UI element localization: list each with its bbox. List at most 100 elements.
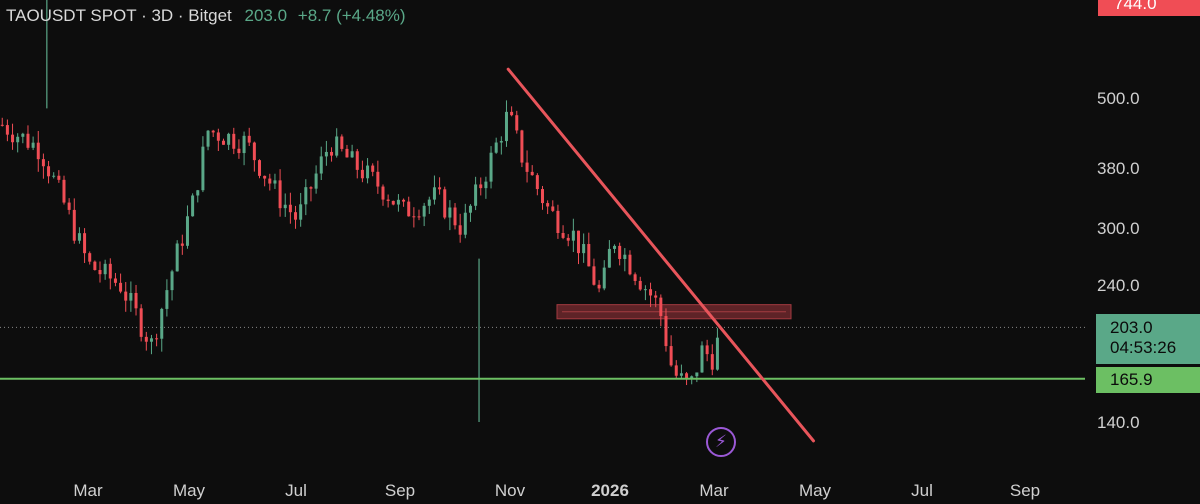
candle-body (530, 171, 534, 176)
candle-body (396, 199, 400, 205)
candle-body (237, 148, 241, 154)
x-tick-label: May (799, 481, 832, 500)
candle-body (453, 207, 457, 226)
candle-body (247, 135, 251, 143)
candle-body (577, 230, 581, 254)
descending-trendline (506, 67, 815, 443)
candle-body (11, 134, 15, 143)
candle-body (556, 210, 560, 233)
candle-body (561, 232, 565, 238)
candle-body (119, 282, 123, 292)
candle-body (669, 346, 673, 366)
candle-body (41, 159, 45, 167)
candle-body (479, 184, 483, 189)
candle-body (52, 175, 56, 177)
candle-body (685, 373, 689, 380)
candle-body (360, 169, 364, 179)
candle-body (294, 212, 298, 220)
candle-body (103, 263, 107, 275)
candle-body (31, 142, 35, 148)
candle-body (124, 291, 128, 301)
candle-body (551, 206, 555, 211)
last-price: 203.0 (244, 6, 288, 25)
candle-body (664, 316, 668, 347)
symbol-header: TAOUSDT SPOT · 3D · Bitget 203.0 +8.7 (+… (6, 6, 406, 26)
x-tick-label: May (173, 481, 206, 500)
candle-body (16, 136, 20, 143)
candle-body (216, 132, 220, 141)
candle-body (288, 204, 292, 213)
candle-body (83, 233, 87, 254)
x-tick-label: Sep (1010, 481, 1040, 500)
candle-body (715, 337, 719, 370)
candle-body (633, 274, 637, 281)
candle-body (592, 266, 596, 285)
candle-body (535, 175, 539, 190)
candle-body (108, 263, 112, 279)
y-tick-label: 500.0 (1097, 89, 1140, 108)
candle-body (366, 165, 370, 179)
x-tick-label: Jul (285, 481, 307, 500)
symbol-label: TAOUSDT SPOT · 3D · Bitget (6, 6, 232, 25)
current-price-badge: 203.0 04:53:26 (1096, 314, 1200, 364)
candle-body (211, 130, 215, 133)
candle-body (494, 142, 498, 153)
candle-body (299, 204, 303, 220)
candle-body (21, 133, 25, 137)
candle-body (690, 376, 694, 380)
candle-body (98, 269, 102, 275)
candle-body (252, 142, 256, 161)
current-price-value: 203.0 (1110, 318, 1153, 337)
x-tick-label: Nov (495, 481, 526, 500)
candle-body (324, 151, 328, 157)
candle-body (355, 151, 359, 170)
candle-body (160, 308, 164, 339)
candle-body (504, 111, 508, 142)
candle-body (88, 253, 92, 262)
candle-body (319, 156, 323, 174)
candle-body (72, 209, 76, 241)
candle-body (5, 125, 9, 135)
candle-body (674, 365, 678, 376)
candle-body (185, 216, 189, 246)
candle-body (221, 140, 225, 145)
bar-countdown: 04:53:26 (1110, 338, 1177, 357)
candle-body (520, 130, 524, 163)
candle-body (242, 135, 246, 154)
candle-body (62, 179, 66, 203)
x-tick-label: Mar (699, 481, 729, 500)
candle-body (628, 254, 632, 275)
candle-body (510, 111, 514, 116)
candle-body (180, 243, 184, 246)
candle-body (304, 187, 308, 205)
candle-body (468, 205, 472, 213)
candle-body (407, 201, 411, 217)
candle-body (165, 290, 169, 309)
candle-body (263, 175, 267, 179)
y-tick-label: 380.0 (1097, 159, 1140, 178)
candle-body (0, 124, 4, 126)
candle-body (546, 203, 550, 207)
x-tick-label: Sep (385, 481, 415, 500)
candle-body (649, 289, 653, 296)
y-tick-label: 300.0 (1097, 219, 1140, 238)
candle-body (129, 292, 133, 301)
candle-body (134, 292, 138, 309)
candle-body (335, 136, 339, 156)
candle-body (700, 345, 704, 373)
candle-body (340, 136, 344, 149)
candle-body (432, 187, 436, 200)
candle-body (499, 141, 503, 143)
lightning-bolt-icon[interactable]: ⚡ (706, 427, 736, 457)
candle-body (402, 199, 406, 202)
candle-body (191, 195, 195, 217)
candle-body (710, 354, 714, 370)
candle-body (566, 237, 570, 241)
candle-body (206, 130, 210, 147)
candle-body (36, 142, 40, 160)
candle-body (638, 280, 642, 290)
candle-body (463, 212, 467, 235)
candle-body (273, 180, 277, 184)
candle-body (438, 187, 442, 190)
